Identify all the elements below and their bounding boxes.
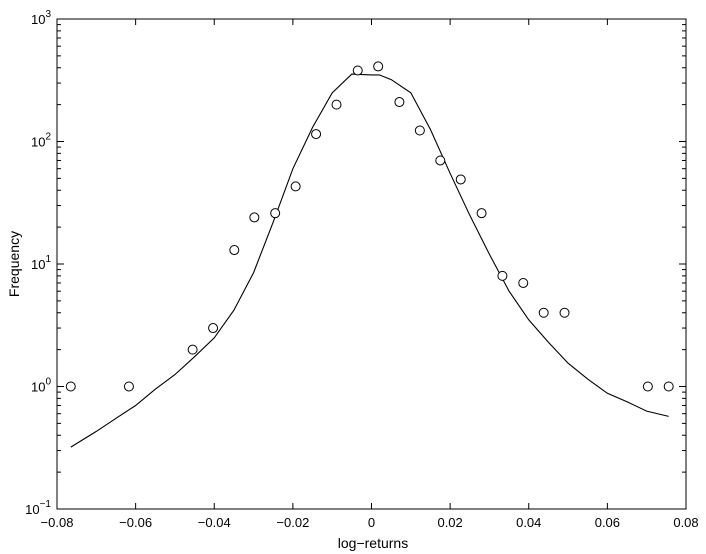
x-tick-label: −0.02	[276, 515, 309, 530]
y-tick-label: 101	[31, 254, 51, 272]
data-point	[187, 344, 198, 355]
x-tick-label: −0.04	[198, 515, 231, 530]
data-point	[455, 174, 466, 185]
x-tick-label: −0.06	[119, 515, 152, 530]
data-point	[518, 277, 529, 288]
y-tick-label: 10−1	[25, 499, 51, 517]
data-point	[414, 125, 425, 136]
y-tick-label: 100	[31, 377, 51, 395]
data-point	[249, 212, 260, 223]
data-point	[331, 99, 342, 110]
x-tick-label: 0	[368, 515, 375, 530]
plot-frame	[56, 18, 687, 510]
data-point	[394, 97, 405, 108]
data-point	[311, 129, 322, 140]
data-point	[559, 307, 570, 318]
data-point	[435, 155, 446, 166]
x-axis-label: log−returns	[338, 535, 408, 551]
data-point	[352, 65, 363, 76]
x-tick-label: 0.08	[673, 515, 698, 530]
x-tick-label: −0.08	[41, 515, 74, 530]
y-tick-label: 103	[31, 9, 51, 27]
data-point	[663, 381, 674, 392]
data-point	[290, 181, 301, 192]
x-tick-label: 0.02	[437, 515, 462, 530]
data-point	[373, 61, 384, 72]
data-point	[538, 307, 549, 318]
data-point	[229, 245, 240, 256]
y-tick-label: 102	[31, 132, 51, 150]
data-point	[208, 323, 219, 334]
data-point	[270, 208, 281, 219]
y-axis-label: Frequency	[6, 231, 22, 297]
x-tick-label: 0.06	[595, 515, 620, 530]
data-point	[65, 381, 76, 392]
data-point	[123, 381, 134, 392]
x-tick-label: 0.04	[516, 515, 541, 530]
data-point	[476, 208, 487, 219]
data-point	[497, 270, 508, 281]
data-point	[642, 381, 653, 392]
fitted-curve	[70, 73, 669, 448]
